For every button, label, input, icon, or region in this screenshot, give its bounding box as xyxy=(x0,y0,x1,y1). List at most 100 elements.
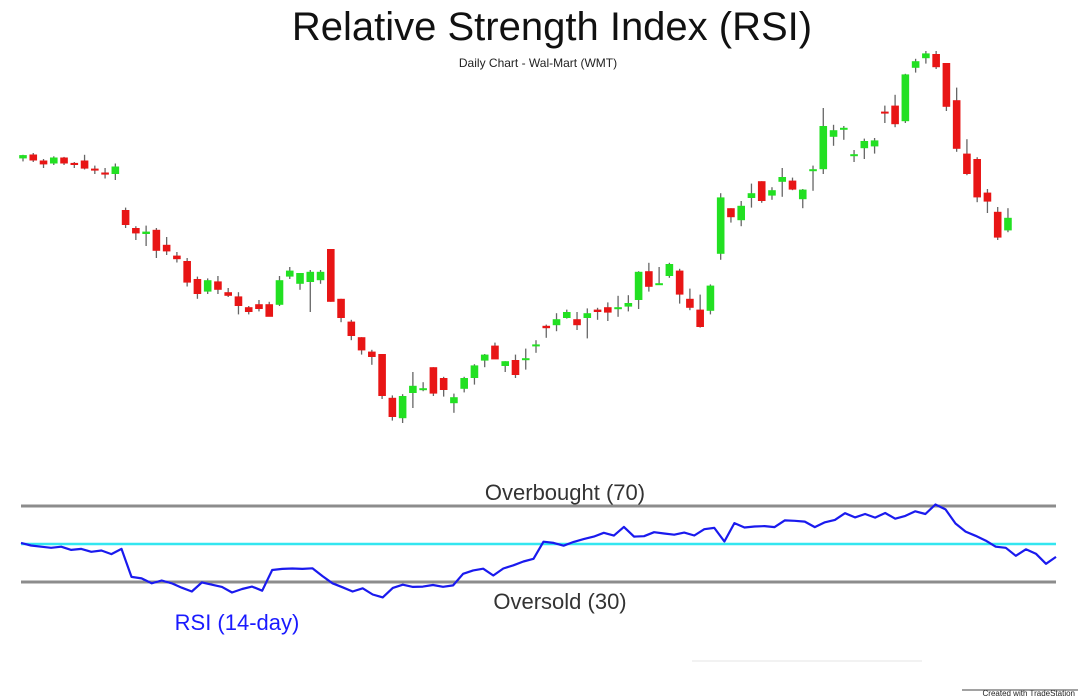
candle-down xyxy=(101,172,109,175)
candle-up xyxy=(614,307,622,310)
candle-up xyxy=(296,273,304,284)
candle-up xyxy=(552,319,561,326)
candle-down xyxy=(132,228,140,234)
candle-down xyxy=(675,270,684,295)
candle-down xyxy=(265,304,274,317)
candle-down xyxy=(121,210,130,225)
candle-down xyxy=(757,181,766,201)
candle-down xyxy=(234,296,243,306)
candle-down xyxy=(952,100,961,149)
candle-up xyxy=(285,270,294,277)
candle-up xyxy=(501,361,510,366)
candle-up xyxy=(860,141,869,149)
candle-up xyxy=(901,74,910,122)
candle-down xyxy=(337,298,345,318)
candle-up xyxy=(665,264,674,276)
candle-down xyxy=(378,354,386,396)
price-candlesticks xyxy=(19,51,1012,423)
candle-up xyxy=(142,231,150,234)
candle-down xyxy=(214,281,222,290)
candle-down xyxy=(173,255,181,260)
candle-down xyxy=(993,211,1002,238)
credit-text: Created with TradeStation xyxy=(983,689,1076,698)
candle-down xyxy=(542,325,551,329)
candle-up xyxy=(634,271,643,300)
chart-subtitle: Daily Chart - Wal-Mart (WMT) xyxy=(459,56,617,70)
candle-down xyxy=(368,351,376,357)
candle-down xyxy=(696,309,704,327)
candle-down xyxy=(60,157,68,164)
candle-up xyxy=(306,271,315,282)
candle-up xyxy=(1004,217,1012,231)
candle-up xyxy=(768,190,776,196)
oversold-label: Oversold (30) xyxy=(493,589,626,614)
candle-down xyxy=(193,279,202,294)
candle-up xyxy=(532,344,540,347)
candle-down xyxy=(645,271,653,287)
candle-up xyxy=(829,130,838,137)
candle-down xyxy=(327,249,335,302)
candle-down xyxy=(29,154,38,161)
candle-up xyxy=(706,285,715,311)
candle-up xyxy=(460,378,468,389)
candle-up xyxy=(737,205,745,221)
candle-down xyxy=(162,244,171,252)
candle-up xyxy=(747,193,756,198)
candle-up xyxy=(850,154,858,157)
candle-down xyxy=(491,345,499,360)
candle-down xyxy=(152,229,161,251)
candle-down xyxy=(593,309,602,312)
candle-down xyxy=(357,337,366,351)
candle-down xyxy=(788,180,797,190)
candle-down xyxy=(942,63,951,107)
candle-up xyxy=(922,53,930,59)
candle-up xyxy=(655,283,663,286)
rsi-panel: Overbought (70) Oversold (30) RSI (14-da… xyxy=(20,480,1057,635)
candle-down xyxy=(439,378,448,390)
candle-down xyxy=(255,304,263,309)
candle-down xyxy=(244,307,253,312)
candle-up xyxy=(203,280,212,292)
candle-down xyxy=(39,160,48,165)
candle-up xyxy=(111,166,120,174)
candle-up xyxy=(409,385,417,393)
candle-up xyxy=(19,155,27,159)
candle-up xyxy=(316,271,325,281)
candle-up xyxy=(398,396,407,419)
candle-up xyxy=(798,189,807,200)
candle-down xyxy=(891,105,899,125)
candle-up xyxy=(778,177,787,182)
candle-up xyxy=(870,140,879,147)
chart-title: Relative Strength Index (RSI) xyxy=(292,5,812,49)
candle-up xyxy=(49,157,58,164)
rsi-series-label: RSI (14-day) xyxy=(175,610,300,635)
candle-down xyxy=(686,298,694,308)
candle-up xyxy=(716,197,725,254)
candle-down xyxy=(224,292,232,296)
candle-up xyxy=(809,169,817,172)
candle-up xyxy=(450,397,458,404)
candle-up xyxy=(840,127,848,130)
overbought-label: Overbought (70) xyxy=(485,480,645,505)
candle-up xyxy=(911,61,920,68)
candle-down xyxy=(573,319,581,326)
candle-down xyxy=(881,111,889,114)
candle-down xyxy=(963,153,971,174)
candle-down xyxy=(511,360,520,375)
candle-down xyxy=(973,159,981,198)
candle-down xyxy=(91,168,99,171)
candle-down xyxy=(983,192,992,202)
candle-down xyxy=(347,321,356,336)
candle-down xyxy=(429,367,438,394)
candle-up xyxy=(275,280,284,305)
candle-down xyxy=(183,261,191,283)
candle-down xyxy=(604,307,612,313)
candle-up xyxy=(521,358,530,361)
candle-up xyxy=(470,365,479,378)
candle-down xyxy=(932,54,940,68)
candle-down xyxy=(80,160,89,169)
candle-up xyxy=(419,388,427,391)
candle-up xyxy=(562,312,571,318)
candle-down xyxy=(70,162,79,165)
